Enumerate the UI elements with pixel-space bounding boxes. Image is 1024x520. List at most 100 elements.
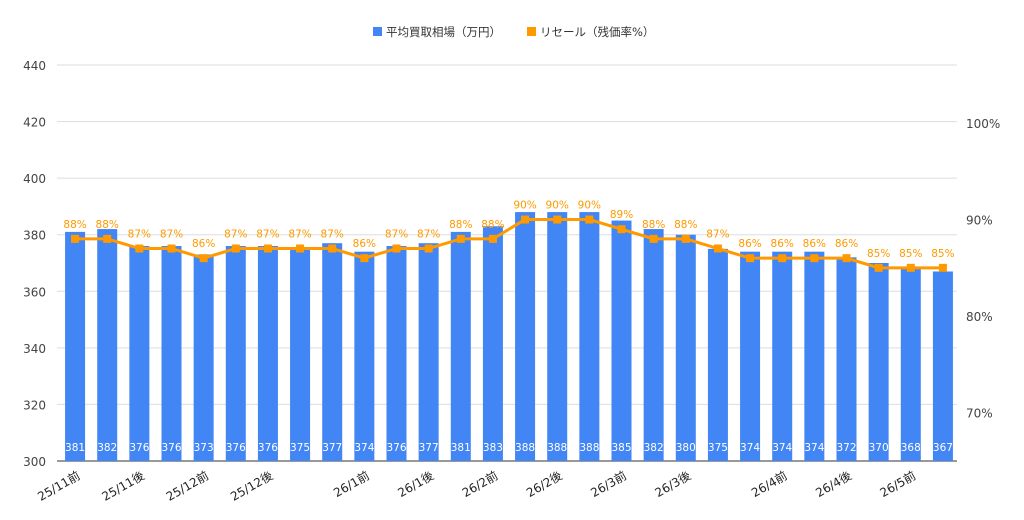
bar-value-label: 375	[708, 442, 728, 454]
x-tick-label: 26/3後	[653, 468, 694, 500]
line-point	[360, 254, 369, 263]
line-value-label: 85%	[899, 248, 922, 260]
line-point	[713, 244, 722, 253]
bar	[515, 212, 536, 461]
bar	[804, 251, 825, 461]
bar-value-label: 382	[644, 442, 664, 454]
legend-label-line: リセール（残価率%）	[540, 25, 654, 39]
line-point	[296, 244, 305, 253]
line-point	[231, 244, 240, 253]
line-point	[906, 263, 915, 272]
line-value-label: 87%	[256, 229, 279, 241]
line-point	[746, 254, 755, 263]
bar-value-label: 381	[451, 442, 471, 454]
x-tick-label: 26/3前	[588, 468, 629, 500]
line-value-label: 88%	[674, 219, 697, 231]
line-point	[392, 244, 401, 253]
line-point	[167, 244, 176, 253]
line-point	[328, 244, 337, 253]
legend-swatch-bar	[373, 27, 382, 36]
bar	[129, 246, 150, 461]
line-value-label: 85%	[867, 248, 890, 260]
bar	[193, 254, 214, 461]
bar	[322, 243, 343, 461]
bar-value-label: 374	[772, 442, 792, 454]
line-value-label: 87%	[288, 229, 311, 241]
line-value-label: 88%	[96, 219, 119, 231]
bar	[386, 246, 407, 461]
bar-value-label: 382	[97, 442, 117, 454]
line-value-label: 86%	[771, 238, 794, 250]
bar-value-label: 376	[258, 442, 278, 454]
y-left-tick-label: 340	[23, 342, 46, 356]
bar-value-label: 376	[161, 442, 181, 454]
x-tick-label: 25/11後	[100, 468, 147, 503]
line-value-label: 87%	[385, 229, 408, 241]
y-right-tick-label: 70%	[966, 407, 993, 421]
bar-value-label: 373	[194, 442, 214, 454]
bar	[161, 246, 182, 461]
line-value-label: 90%	[546, 200, 569, 212]
bar-value-label: 380	[676, 442, 696, 454]
line-value-label: 88%	[481, 219, 504, 231]
bar	[707, 248, 728, 461]
line-point	[263, 244, 272, 253]
bar-value-label: 377	[322, 442, 342, 454]
bar	[418, 243, 439, 461]
bar	[772, 251, 793, 461]
line-value-label: 88%	[63, 219, 86, 231]
x-tick-label: 26/4前	[748, 468, 789, 500]
bar	[450, 231, 471, 461]
bar	[611, 220, 632, 461]
y-left-tick-label: 400	[23, 172, 46, 186]
y-left-tick-label: 300	[23, 455, 46, 469]
line-point	[456, 234, 465, 243]
x-tick-label: 25/12後	[228, 468, 275, 503]
line-value-label: 86%	[835, 238, 858, 250]
bar-value-label: 374	[354, 442, 374, 454]
line-point	[488, 234, 497, 243]
bar-value-label: 374	[804, 442, 824, 454]
line-value-label: 87%	[224, 229, 247, 241]
legend-label-bar: 平均買取相場（万円）	[386, 25, 501, 39]
bar	[65, 231, 86, 461]
bar	[225, 246, 246, 461]
x-tick-label: 25/11前	[35, 468, 83, 504]
bar-value-label: 375	[290, 442, 310, 454]
bar-value-label: 376	[226, 442, 246, 454]
bar-value-label: 381	[65, 442, 85, 454]
bar	[868, 263, 889, 461]
bar	[932, 271, 953, 461]
bar-value-label: 388	[515, 442, 535, 454]
line-point	[585, 215, 594, 224]
line-point	[649, 234, 658, 243]
y-left-tick-label: 440	[23, 59, 46, 73]
line-point	[103, 234, 112, 243]
x-tick-label: 26/2前	[459, 468, 500, 500]
series-line	[75, 218, 943, 270]
bar	[97, 229, 118, 461]
legend-swatch-line	[527, 27, 536, 36]
bar	[482, 226, 503, 461]
bar-value-label: 377	[419, 442, 439, 454]
line-value-label: 90%	[513, 200, 536, 212]
line-point	[778, 254, 787, 263]
line-value-label: 88%	[642, 219, 665, 231]
line-value-label: 87%	[160, 229, 183, 241]
line-point	[521, 215, 530, 224]
bar	[675, 234, 696, 461]
line-value-label: 87%	[128, 229, 151, 241]
bar-value-label: 370	[869, 442, 889, 454]
line-value-label: 87%	[321, 229, 344, 241]
line-value-label: 87%	[417, 229, 440, 241]
bar-value-label: 374	[740, 442, 760, 454]
line-point	[617, 225, 626, 234]
bar	[643, 229, 664, 461]
y-left-tick-label: 420	[23, 116, 46, 130]
bar	[354, 251, 375, 461]
y-right-tick-label: 80%	[966, 310, 993, 324]
bar	[836, 257, 857, 461]
line-point	[71, 234, 80, 243]
line-point	[424, 244, 433, 253]
